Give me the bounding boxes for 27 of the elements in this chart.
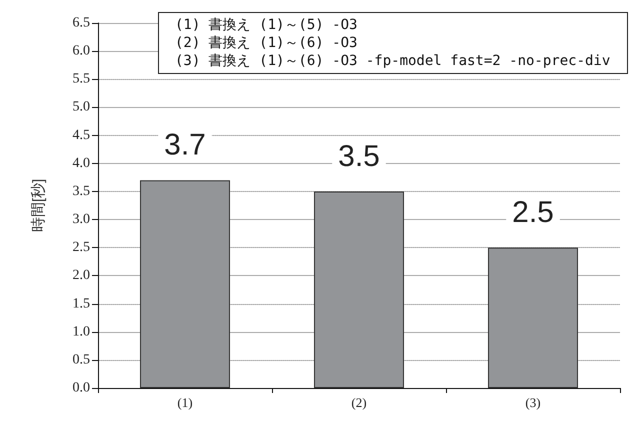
y-tick-label: 4.5 <box>72 128 90 143</box>
y-tick-label: 6.0 <box>72 44 90 59</box>
bar <box>488 248 578 388</box>
x-tick-label: (3) <box>525 395 541 410</box>
y-tick-label: 1.5 <box>72 296 90 312</box>
y-tick-label: 2.0 <box>72 268 90 284</box>
annotation: (2) 書換え (1)～(6) -O3 <box>175 34 358 52</box>
annotation: (1) 書換え (1)～(5) -O3 <box>175 16 358 34</box>
y-tick-label: 1.0 <box>72 324 90 340</box>
x-tick-label: (2) <box>351 395 367 410</box>
y-tick-label: 3.5 <box>72 184 90 199</box>
y-tick-label: 5.5 <box>72 72 90 87</box>
data-label: 3.7 <box>164 128 206 162</box>
y-tick-label: 6.5 <box>72 16 90 30</box>
y-tick-label: 4.0 <box>72 156 90 171</box>
bar <box>140 180 230 388</box>
y-axis-title: 時間[秒] <box>30 178 47 232</box>
x-tick-label: (1) <box>177 395 193 410</box>
y-tick-label: 5.0 <box>72 100 90 115</box>
y-tick-label: 0.0 <box>72 380 90 396</box>
y-tick-label: 2.5 <box>72 240 90 256</box>
data-label: 3.5 <box>338 140 380 173</box>
bar <box>314 191 404 388</box>
y-tick-label: 3.0 <box>72 212 90 228</box>
annotation: (3) 書換え (1)～(6) -O3 -fp-model fast=2 -no-prec-div <box>175 52 612 70</box>
y-tick-label: 0.5 <box>72 352 90 368</box>
data-label: 2.5 <box>512 196 554 230</box>
